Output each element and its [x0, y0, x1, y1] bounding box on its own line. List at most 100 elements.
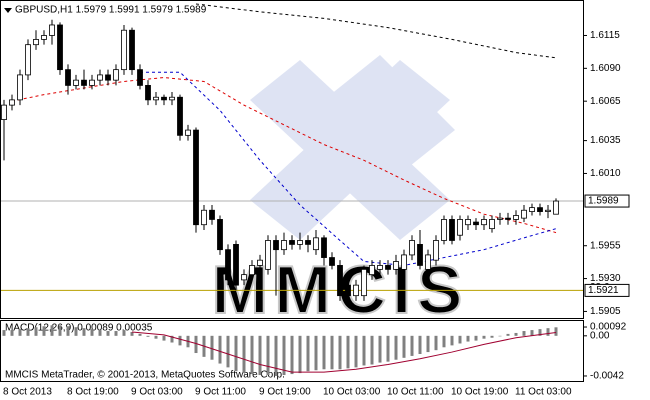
macd-bar [466, 335, 470, 342]
candle-body [97, 74, 103, 81]
macd-bar [274, 335, 278, 376]
candle-body [209, 209, 215, 220]
macd-bar [50, 325, 54, 336]
y-tick-label: -0.0042 [590, 371, 624, 382]
candle-body [353, 284, 359, 297]
candle-body [513, 215, 519, 220]
macd-bar [178, 335, 182, 346]
macd-bar [546, 328, 550, 336]
y-tick-label: 1.5955 [590, 240, 621, 251]
x-tick-label: 9 Oct 03:00 [131, 387, 183, 398]
macd-bar [418, 335, 422, 354]
macd-bar [474, 335, 478, 341]
candle-body [265, 240, 271, 270]
candle-body [521, 209, 527, 219]
macd-bar [242, 335, 246, 374]
y-tick-label: 0.00 [590, 330, 610, 341]
macd-bar [514, 332, 518, 336]
macd-bar [338, 335, 342, 370]
macd-bar [282, 335, 286, 376]
candle-body [289, 240, 295, 245]
menu-arrow [4, 8, 12, 13]
candle-body [105, 74, 111, 81]
macd-bar [298, 335, 302, 374]
candle-body [81, 79, 87, 86]
signal-line [131, 331, 557, 373]
candle-body [529, 207, 535, 212]
chart-title: GBPUSD,H1 1.5979 1.5991 1.5979 1.5989 [15, 5, 207, 16]
candle-body [401, 254, 407, 270]
macd-bar [122, 330, 126, 336]
copyright: MMCIS MetaTrader, © 2001-2013, MetaQuote… [5, 370, 285, 381]
macd-bar [114, 331, 118, 336]
candle-body [257, 259, 263, 266]
candle-body [145, 85, 151, 101]
macd-bar [322, 335, 326, 370]
candle-body [385, 265, 391, 270]
macd-bar [370, 335, 374, 365]
main-panel [0, 0, 584, 319]
macd-bar [58, 325, 62, 336]
macd-bar [434, 335, 438, 351]
candle-body [249, 265, 255, 276]
macd-panel [0, 320, 584, 382]
y-tick-label: 1.6010 [590, 168, 621, 179]
macd-bar [98, 330, 102, 336]
price-box [584, 194, 630, 208]
y-tick-label: 1.6115 [590, 30, 620, 41]
macd-bar [458, 335, 462, 344]
candle-body [313, 237, 319, 251]
candle-body [89, 79, 95, 86]
price-box [584, 283, 630, 297]
macd-bar [490, 335, 494, 338]
candle-body [305, 240, 311, 245]
candle-body [57, 24, 63, 71]
macd-bar [522, 331, 526, 336]
macd-bar [410, 335, 414, 356]
candle-body [465, 219, 471, 226]
macd-bar [362, 335, 366, 366]
candle-body [329, 257, 335, 266]
macd-bar [250, 335, 254, 375]
price-box-label: 1.5989 [588, 196, 619, 207]
macd-bar [42, 326, 46, 336]
macd-bar [306, 335, 310, 372]
candle-body [121, 29, 127, 71]
x-tick-label: 9 Oct 19:00 [259, 387, 311, 398]
macd-bar [26, 328, 30, 336]
macd-bar [386, 335, 390, 362]
moving-average [195, 3, 557, 59]
candle-body [497, 217, 503, 220]
candle-body [217, 219, 223, 251]
macd-bar [138, 333, 142, 336]
macd-bar [346, 335, 350, 369]
macd-bar [498, 335, 502, 337]
macd-bar [2, 330, 6, 336]
x-tick-label: 10 Oct 11:00 [387, 387, 444, 398]
macd-bar [554, 327, 558, 336]
candle-body [241, 274, 247, 281]
y-tick-label: 1.6035 [590, 135, 621, 146]
candle-body [457, 219, 463, 236]
macd-bar [218, 335, 222, 364]
candle-body [377, 265, 383, 270]
candle-body [193, 129, 199, 226]
macd-bar [154, 335, 158, 339]
candle-body [321, 237, 327, 258]
macd-bar [18, 329, 22, 336]
macd-bar [34, 327, 38, 336]
macd-bar [402, 335, 406, 358]
candle-body [49, 24, 55, 36]
macd-bar [330, 335, 334, 370]
macd-bar [130, 331, 134, 336]
macd-bar [442, 335, 446, 348]
candle-body [17, 74, 23, 101]
macd-bar [226, 335, 230, 368]
candle-body [425, 254, 431, 270]
watermark-logo [250, 55, 455, 240]
macd-bar [314, 335, 318, 371]
macd-bar [74, 327, 78, 336]
x-tick-label: 11 Oct 03:00 [515, 387, 572, 398]
moving-average [11, 77, 557, 234]
candle-body [25, 44, 31, 76]
